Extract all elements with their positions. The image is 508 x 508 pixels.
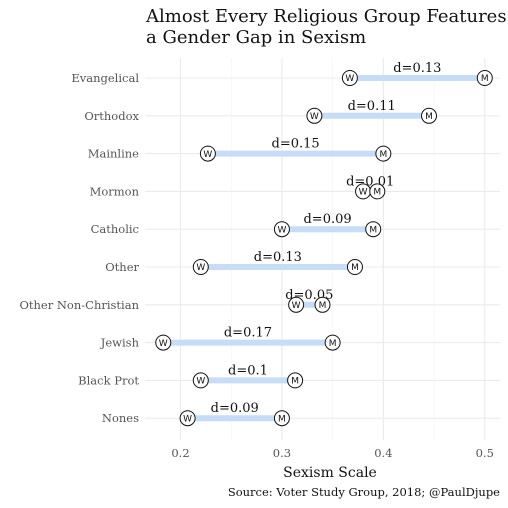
point-men: M xyxy=(365,221,382,238)
point-men: M xyxy=(476,70,493,86)
point-women: W xyxy=(273,221,290,238)
point-men: M xyxy=(324,334,341,351)
point-men-label: M xyxy=(329,339,337,349)
point-men: M xyxy=(369,183,386,200)
point-women-circle xyxy=(273,221,290,238)
point-men-circle xyxy=(273,410,290,427)
x-axis-title: Sexism Scale xyxy=(283,465,377,481)
point-men-label: M xyxy=(369,225,377,235)
points: W MW MW MW MW MW MW MW MW MW M xyxy=(155,70,493,427)
point-women: W xyxy=(192,259,209,275)
point-women-circle xyxy=(341,70,358,86)
chart-caption: Source: Voter Study Group, 2018; @PaulDj… xyxy=(228,485,500,499)
gap-label: d=0.1 xyxy=(228,363,268,378)
point-men-circle xyxy=(324,334,341,351)
point-men-label: M xyxy=(351,263,359,273)
point-women: W xyxy=(192,372,209,389)
point-women-label: W xyxy=(203,150,212,160)
x-axis-labels: 0.2 0.3 0.4 0.5 xyxy=(171,446,494,460)
point-women: W xyxy=(355,183,372,200)
x-tick-label: 0.4 xyxy=(374,446,392,460)
gap-label: d=0.13 xyxy=(254,250,302,265)
point-women-circle xyxy=(179,410,196,427)
point-men-label: M xyxy=(319,301,327,311)
point-women-circle xyxy=(199,145,216,162)
gap-label: d=0.11 xyxy=(348,99,396,114)
point-women-label: W xyxy=(183,414,192,424)
point-women-circle xyxy=(155,334,172,351)
point-women-circle xyxy=(192,372,209,389)
point-men-label: M xyxy=(373,188,381,198)
x-tick-label: 0.5 xyxy=(476,446,494,460)
point-women-label: W xyxy=(345,74,354,84)
point-men-label: M xyxy=(481,74,489,84)
point-women: W xyxy=(179,410,196,427)
point-women-label: W xyxy=(292,301,301,311)
gap-label: d=0.09 xyxy=(303,212,351,227)
gap-label: d=0.13 xyxy=(393,61,441,76)
x-tick-label: 0.2 xyxy=(171,446,189,460)
point-men-circle xyxy=(375,145,392,162)
point-men-circle xyxy=(369,183,386,200)
y-category-label: Nones xyxy=(102,411,139,425)
point-men-label: M xyxy=(291,377,299,387)
point-men: M xyxy=(346,259,363,275)
chart-title: Almost Every Religious Group Features a … xyxy=(146,6,507,48)
y-category-label: Black Prot xyxy=(78,373,139,387)
point-women-label: W xyxy=(196,377,205,387)
point-men: M xyxy=(287,372,304,389)
gap-label: d=0.15 xyxy=(272,137,320,152)
gap-label: d=0.17 xyxy=(224,326,272,341)
point-women-label: W xyxy=(159,339,168,349)
chart-title-line-2: a Gender Gap in Sexism xyxy=(146,27,367,48)
point-women: W xyxy=(288,296,305,313)
point-men-circle xyxy=(287,372,304,389)
point-women: W xyxy=(199,145,216,162)
point-men: M xyxy=(421,107,437,124)
gap-label: d=0.09 xyxy=(211,401,259,416)
point-women-circle xyxy=(288,296,305,313)
y-category-label: Other Non-Christian xyxy=(19,298,139,312)
point-women-circle xyxy=(192,259,209,275)
y-category-label: Jewish xyxy=(100,336,140,350)
y-category-label: Mainline xyxy=(88,147,139,161)
point-men: M xyxy=(314,296,331,313)
y-category-label: Catholic xyxy=(91,222,139,236)
point-men-label: M xyxy=(278,414,286,424)
point-men-circle xyxy=(365,221,382,238)
x-tick-label: 0.3 xyxy=(273,446,291,460)
point-men-circle xyxy=(346,259,363,275)
y-category-label: Evangelical xyxy=(71,71,139,85)
point-women-label: W xyxy=(310,112,319,122)
gap-bars xyxy=(163,75,485,422)
point-men-circle xyxy=(421,107,437,124)
y-axis-labels: Evangelical Orthodox Mainline Mormon Catholi… xyxy=(19,71,139,425)
point-women-label: W xyxy=(196,263,205,273)
y-category-label: Other xyxy=(105,260,139,274)
point-women-label: W xyxy=(359,188,368,198)
point-men: M xyxy=(375,145,392,162)
point-men-circle xyxy=(314,296,331,313)
gap-label: d=0.01 xyxy=(346,174,394,189)
point-men-label: M xyxy=(425,112,433,122)
point-women: W xyxy=(341,70,358,86)
y-category-label: Orthodox xyxy=(84,109,139,123)
point-women-circle xyxy=(306,107,323,124)
point-men-label: M xyxy=(379,150,387,160)
point-women: W xyxy=(155,334,172,351)
point-women: W xyxy=(306,107,323,124)
y-category-label: Mormon xyxy=(90,184,140,198)
point-men-circle xyxy=(476,70,493,86)
point-women-label: W xyxy=(277,225,286,235)
point-men: M xyxy=(273,410,290,427)
gap-labels: d=0.13 d=0.11 d=0.15 d=0.01 d=0.09 d=0.13 d=0.… xyxy=(211,61,442,416)
chart-title-line-1: Almost Every Religious Group Features xyxy=(146,6,507,27)
